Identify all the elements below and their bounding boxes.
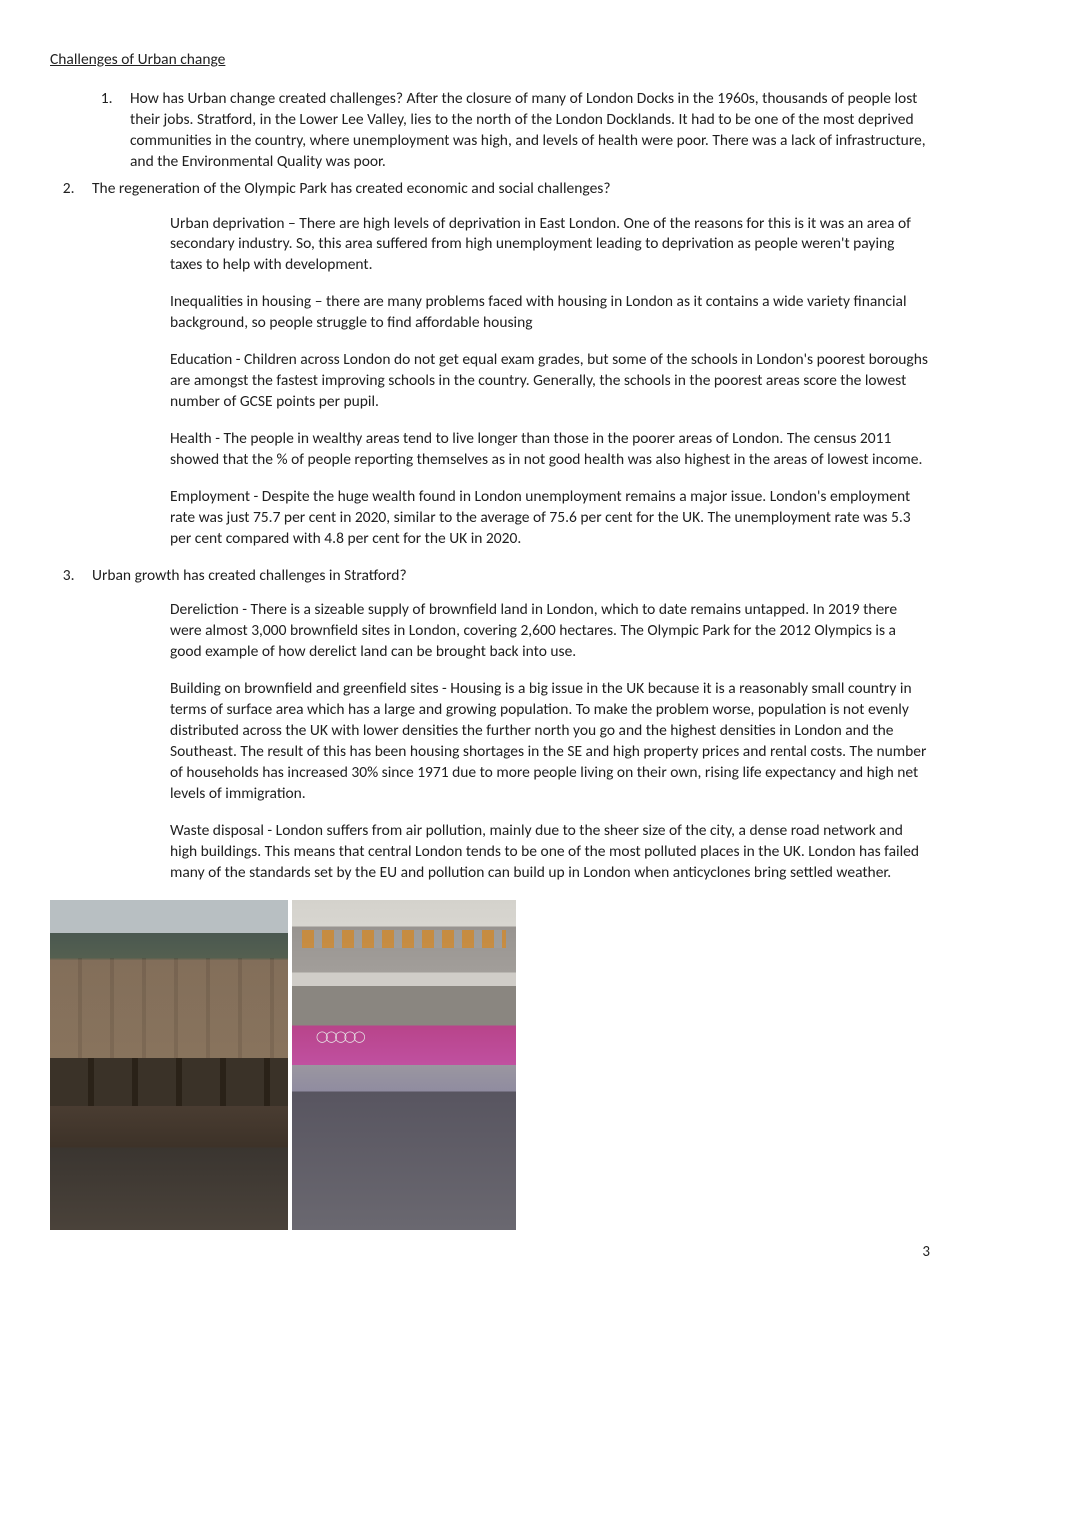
page-number: 3 <box>50 1242 930 1262</box>
para-education: Education - Children across London do no… <box>170 350 930 413</box>
page-title: Challenges of Urban change <box>50 50 930 71</box>
para-urban-deprivation: Urban deprivation – There are high level… <box>170 214 930 277</box>
list-item-2: The regeneration of the Olympic Park has… <box>78 179 930 200</box>
list-item-3: Urban growth has created challenges in S… <box>78 566 930 587</box>
para-employment: Employment - Despite the huge wealth fou… <box>170 487 930 550</box>
image-row <box>50 900 930 1230</box>
section-2-body: Urban deprivation – There are high level… <box>170 214 930 550</box>
photo-derelict-warehouse <box>50 900 288 1230</box>
para-health: Health - The people in wealthy areas ten… <box>170 429 930 471</box>
section-3-body: Dereliction - There is a sizeable supply… <box>170 600 930 883</box>
list-item-1: How has Urban change created challenges?… <box>116 89 930 173</box>
para-housing-inequality: Inequalities in housing – there are many… <box>170 292 930 334</box>
para-brownfield: Building on brownfield and greenfield si… <box>170 679 930 805</box>
para-dereliction: Dereliction - There is a sizeable supply… <box>170 600 930 663</box>
photo-olympic-building <box>292 900 516 1230</box>
para-waste: Waste disposal - London suffers from air… <box>170 821 930 884</box>
